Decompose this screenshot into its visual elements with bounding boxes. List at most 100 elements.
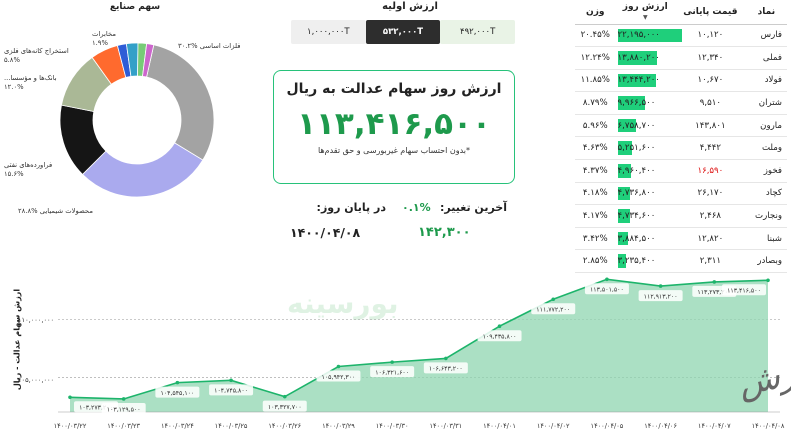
data-point[interactable] [121,397,126,401]
donut-label: ۱۵.۶% [4,170,24,178]
symbol-cell[interactable]: شبنا [745,227,787,251]
x-tick-label: ۱۴۰۰/۰۴/۰۸ [752,422,785,430]
donut-label: ۳۰.۲% فلزات اساسی [178,42,240,50]
day-value-card: ارزش روز سهام عدالت به ریال ۱۱۳,۴۱۶,۵۰۰ … [273,70,515,184]
initial-value-option-492000[interactable]: ۴۹۲,۰۰۰T [440,20,516,44]
data-point[interactable] [712,280,717,284]
initial-value-option-1000000[interactable]: ۱,۰۰۰,۰۰۰T [291,20,366,44]
data-label-bg [531,303,576,315]
final-price-cell: ۹,۵۱۰ [675,91,746,115]
data-point[interactable] [766,278,770,283]
data-label-bg [316,370,361,382]
weight-cell: ۴.۱۷% [575,204,616,228]
header-final-price[interactable]: قیمت پایانی [675,0,746,25]
day-value-text: ۳,۸۸۴,۵۰۰ [617,233,656,244]
final-price-cell: ۱۰,۶۷۰ [675,69,746,93]
weight-bar [617,28,682,43]
data-point[interactable] [444,356,448,361]
end-of-day-label: در پایان روز: [316,201,386,214]
x-tick-label: ۱۴۰۰/۰۴/۰۶ [644,422,677,430]
data-point[interactable] [605,277,609,282]
data-label: ۱۰۶,۶۴۳,۲۰۰ [429,366,463,373]
table-row[interactable]: ۲۰.۴۵% ۲۲,۱۹۵,۰۰۰ ۱۰,۱۲۰ فارس [575,24,787,48]
symbol-cell[interactable]: فملی [745,46,787,70]
weight-cell: ۱۲.۲۴% [575,46,616,70]
donut-slice-other3[interactable] [142,43,155,78]
weight-cell: ۲.۸۵% [575,249,616,274]
x-tick-label: ۱۴۰۰/۰۳/۲۳ [107,422,140,430]
data-label: ۱۱۳,۵۰۱,۵۰۰ [590,287,624,294]
data-point[interactable] [336,364,341,369]
table-row[interactable]: ۲.۸۵% ۳,۲۳۵,۴۰۰ ۲,۳۱۱ وبصادر [575,249,787,274]
table-row[interactable]: ۱۱.۸۵% ۱۳,۴۴۴,۲۰۰ ۱۰,۶۷۰ فولاد [575,69,787,93]
symbol-cell[interactable]: فخوز [745,159,787,183]
data-point[interactable] [175,380,180,385]
day-value-text: ۴,۷۳۴,۶۰۰ [617,211,656,222]
donut-label: ۲۸.۸% محصولات شیمیایی [18,207,93,215]
symbol-cell[interactable]: فولاد [745,69,787,93]
initial-value-selector: ۱,۰۰۰,۰۰۰T ۵۳۲,۰۰۰T ۴۹۲,۰۰۰T [291,20,516,44]
table-row[interactable]: ۴.۱۸% ۴,۷۳۶,۸۰۰ ۲۶,۱۷۰ کچاد [575,182,787,206]
header-name[interactable]: نماد [745,0,787,25]
header-weight[interactable]: وزن [575,0,616,25]
table-row[interactable]: ۸.۷۹% ۹,۹۶۶,۵۰۰ ۹,۵۱۰ شتران [575,91,787,115]
day-value-text: ۱۳,۸۸۰,۲۰۰ [617,52,660,63]
data-label-bg [638,290,683,302]
day-value-text: ۴,۹۶۰,۴۰۰ [617,165,656,176]
data-point[interactable] [551,297,556,302]
weight-bar [617,186,631,201]
data-label: ۱۰۴,۵۴۵,۱۰۰ [160,390,194,397]
table-row[interactable]: ۱۲.۲۴% ۱۳,۸۸۰,۲۰۰ ۱۲,۳۴۰ فملی [575,46,787,70]
weight-cell: ۳.۴۲% [575,227,616,251]
donut-label: فراورده‌های نفتی [4,161,52,169]
table-row[interactable]: ۴.۶۳% ۵,۲۵۱,۶۰۰ ۴,۴۴۲ وملت [575,136,787,161]
data-label: ۱۱۱,۷۷۲,۲۰۰ [536,307,570,314]
table-row[interactable]: ۳.۴۲% ۳,۸۸۴,۵۰۰ ۱۲,۸۲۰ شبنا [575,227,787,251]
data-point[interactable] [658,284,663,288]
final-price-cell: ۱۰,۱۲۰ [675,24,746,48]
header-day-value[interactable]: ارزش روز ▼ [615,0,675,25]
final-price-cell: ۱۲,۸۲۰ [675,227,746,251]
data-label-bg [262,400,307,412]
weight-bar [617,254,627,269]
initial-value-option-532000[interactable]: ۵۳۲,۰۰۰T [365,20,441,44]
day-value-text: ۳,۲۳۵,۴۰۰ [617,256,656,267]
table-row[interactable]: ۴.۳۷% ۴,۹۶۰,۴۰۰ ۱۶,۵۹۰ فخوز [575,159,787,183]
data-label: ۱۰۶,۳۲۱,۶۰۰ [375,369,409,376]
symbol-cell[interactable]: وملت [745,136,787,161]
symbol-cell[interactable]: شتران [745,91,787,115]
data-point[interactable] [229,378,233,383]
donut-slice-chemicals[interactable] [81,142,204,198]
symbol-cell[interactable]: وبصادر [745,249,787,274]
symbol-cell[interactable]: فارس [745,24,787,48]
symbol-cell[interactable]: مارون [745,114,787,138]
data-label-bg [209,384,254,396]
day-value-cell: ۴,۷۳۴,۶۰۰ [615,204,675,228]
data-label-bg [477,330,522,342]
data-point[interactable] [497,324,502,329]
day-value-cell: ۱۳,۴۴۴,۲۰۰ [615,69,675,93]
data-label: ۱۰۳,۳۲۷,۷۰۰ [268,404,302,411]
last-change-percent: ۰.۱% [402,201,431,214]
table-row[interactable]: ۴.۱۷% ۴,۷۳۴,۶۰۰ ۲,۴۶۸ ونجارت [575,204,787,228]
data-point[interactable] [68,395,72,400]
symbol-cell[interactable]: کچاد [745,182,787,206]
day-value-text: ۱۳,۴۴۴,۲۰۰ [617,75,660,86]
x-tick-label: ۱۴۰۰/۰۳/۲۶ [268,422,301,430]
data-point[interactable] [282,394,287,399]
day-value-cell: ۳,۲۳۵,۴۰۰ [615,249,675,274]
table-row[interactable]: ۵.۹۶% ۶,۷۵۸,۷۰۰ ۱۴۳,۸۰۱ مارون [575,114,787,138]
day-value-cell: ۱۳,۸۸۰,۲۰۰ [615,46,675,70]
final-price-cell: ۲,۳۱۱ [675,249,746,274]
day-value-text: ۹,۹۶۶,۵۰۰ [617,98,656,109]
weight-bar [617,73,656,88]
last-change-amount: ۱۴۲,۳۰۰ [418,225,471,240]
end-of-day-date: ۱۴۰۰/۰۴/۰۸ [290,225,361,240]
weight-cell: ۵.۹۶% [575,114,616,138]
symbol-cell[interactable]: ونجارت [745,204,787,228]
card-note: *بدون احتساب سهام غیربورسی و حق تقدم‌ها [317,146,471,155]
data-point[interactable] [390,360,394,364]
series-line [69,278,769,400]
weight-cell: ۱۱.۸۵% [575,69,616,93]
data-label: ۱۰۵,۹۴۲,۳۰۰ [322,374,356,381]
